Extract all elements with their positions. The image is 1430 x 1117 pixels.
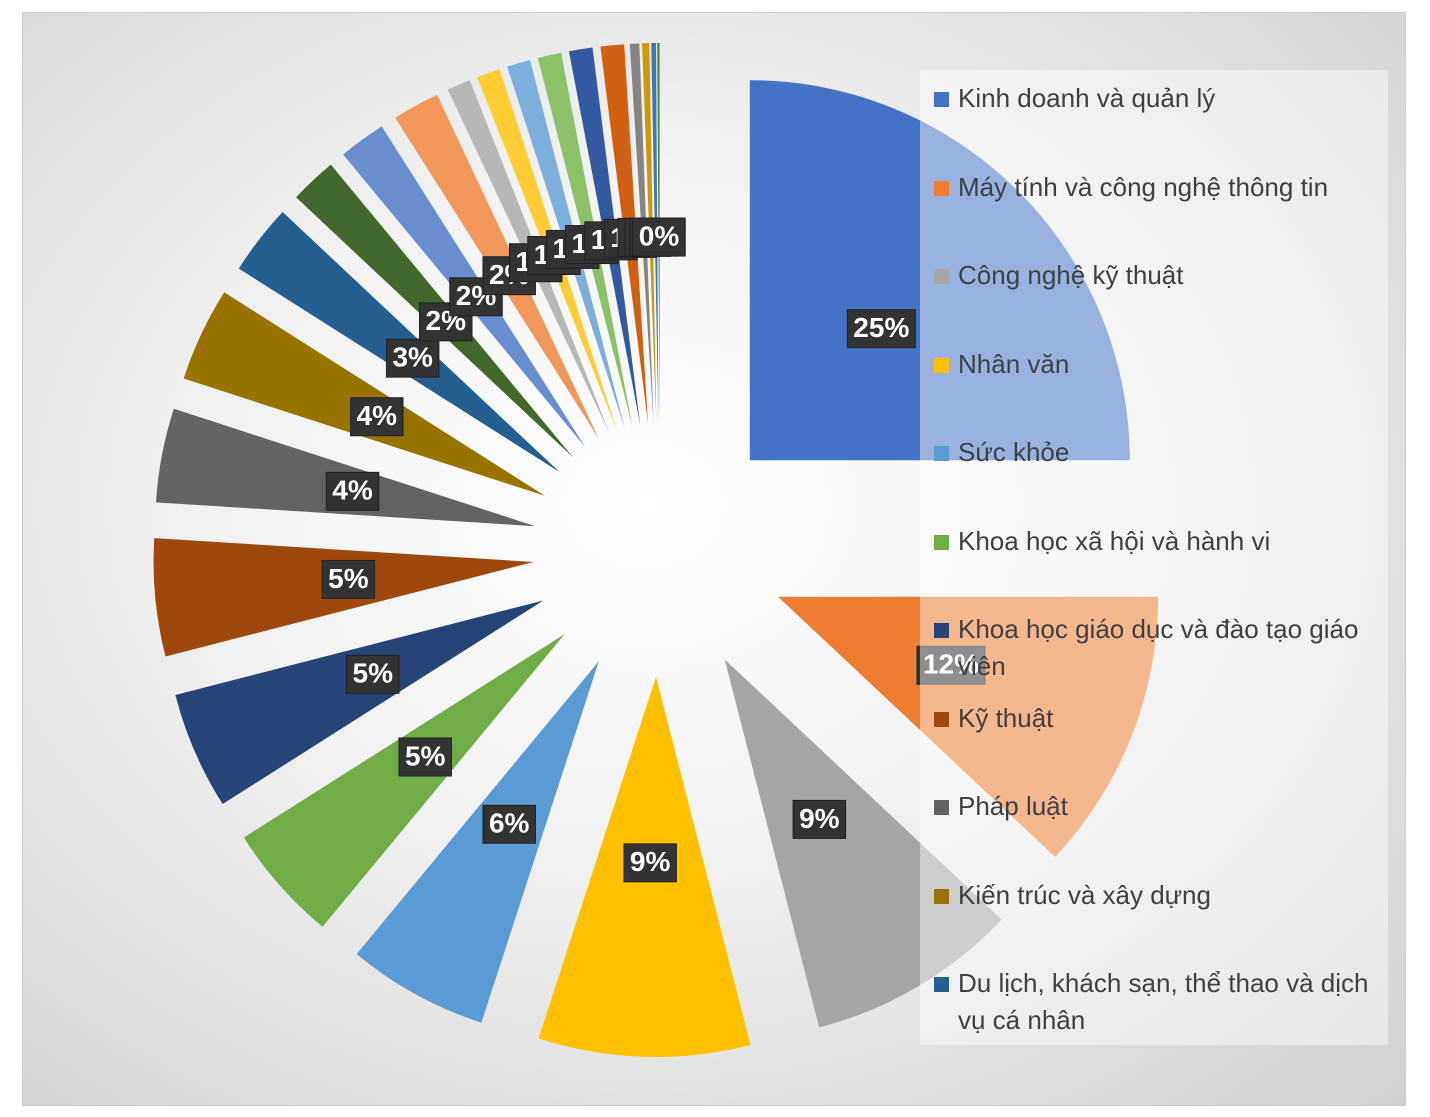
legend-entry: Công nghệ kỹ thuật [934, 257, 1378, 346]
legend: Kinh doanh và quản lý Máy tính và công ng… [920, 70, 1388, 1045]
data-label: 5% [321, 559, 376, 599]
legend-label: Kinh doanh và quản lý [958, 83, 1216, 113]
legend-label: Công nghệ kỹ thuật [958, 260, 1184, 290]
legend-entry: Pháp luật [934, 788, 1378, 877]
data-label-text: 4% [332, 475, 373, 506]
legend-swatch [934, 888, 949, 904]
legend-swatch [934, 180, 949, 196]
pie-slice [175, 600, 544, 805]
data-label-text: 6% [489, 808, 530, 839]
data-label: 12% [916, 645, 986, 685]
pie-slice [724, 659, 1002, 1028]
pie-slice [778, 596, 1159, 857]
data-label-text: 9% [799, 803, 840, 834]
legend-label: Sức khỏe [958, 437, 1070, 467]
data-label-box [350, 397, 404, 437]
data-label: 0% [632, 217, 686, 257]
legend-label: Pháp luật [958, 791, 1068, 821]
data-label-text: 3% [392, 342, 433, 373]
legend-entry: Khoa học xã hội và hành vi [934, 523, 1378, 612]
legend-label: Kỹ thuật [958, 702, 1054, 733]
data-label-box [623, 843, 677, 883]
legend-label: Nhân văn [958, 348, 1070, 379]
data-label-box [632, 217, 686, 257]
legend-label: Khoa học xã hội và hành vi [958, 525, 1271, 556]
data-label: 6% [482, 804, 536, 844]
data-label: 9% [623, 843, 677, 883]
data-label: 25% [846, 309, 916, 349]
legend-entry: Kiến trúc và xây dựng [934, 877, 1378, 966]
pie-slice [155, 408, 536, 527]
legend-entry: Kỹ thuật [934, 700, 1378, 789]
legend-label: Du lịch, khách sạn, thể thao và dịch vụ … [958, 968, 1369, 1035]
data-label-box [792, 799, 847, 839]
pie-slice [356, 661, 599, 1023]
legend-swatch [934, 800, 949, 815]
legend-swatch [934, 534, 949, 550]
data-label: 4% [325, 471, 380, 511]
legend-swatch [934, 623, 949, 638]
data-label: 3% [385, 338, 440, 378]
legend-swatch [934, 92, 949, 107]
legend-label: Máy tính và công nghệ thông tin [958, 171, 1329, 202]
legend-swatch [934, 269, 949, 284]
data-label-box [321, 559, 376, 599]
legend-entry: Du lịch, khách sạn, thể thao và dịch vụ … [934, 965, 1378, 1054]
data-label-text: 0% [639, 220, 680, 251]
legend-entry: Nhân văn [934, 346, 1378, 435]
pie-slice [183, 292, 546, 496]
data-label-text: 9% [630, 846, 671, 877]
data-label-text: 5% [353, 658, 394, 689]
legend-entry: Kinh doanh và quản lý [934, 80, 1378, 169]
data-label-text: 4% [357, 400, 398, 431]
data-label: 5% [346, 654, 400, 694]
data-label-box [346, 654, 400, 694]
legend-swatch [934, 977, 949, 992]
data-label-text: 5% [328, 563, 369, 594]
data-label-box [398, 737, 452, 777]
legend-swatch [934, 357, 949, 373]
legend-swatch [934, 711, 949, 727]
data-label-box [325, 471, 380, 511]
legend-entry: Khoa học giáo dục và đào tạo giáo viên [934, 611, 1378, 700]
data-label: 4% [350, 397, 404, 437]
data-label-box [916, 645, 986, 685]
legend-label: Khoa học giáo dục và đào tạo giáo viên [958, 614, 1359, 681]
legend-entry: Sức khỏe [934, 434, 1378, 523]
pie-slice [243, 633, 565, 927]
data-label-text: 25% [853, 312, 909, 343]
data-label-box [482, 804, 536, 844]
legend-swatch [934, 446, 949, 461]
data-label-box [385, 338, 440, 378]
data-label-text: 12% [923, 649, 979, 680]
data-label-text: 5% [405, 740, 446, 771]
data-label: 9% [792, 799, 847, 839]
legend-entry: Máy tính và công nghệ thông tin [934, 169, 1378, 258]
data-label-box [846, 309, 916, 349]
legend-label: Kiến trúc và xây dựng [958, 879, 1211, 910]
data-label: 5% [398, 737, 452, 777]
